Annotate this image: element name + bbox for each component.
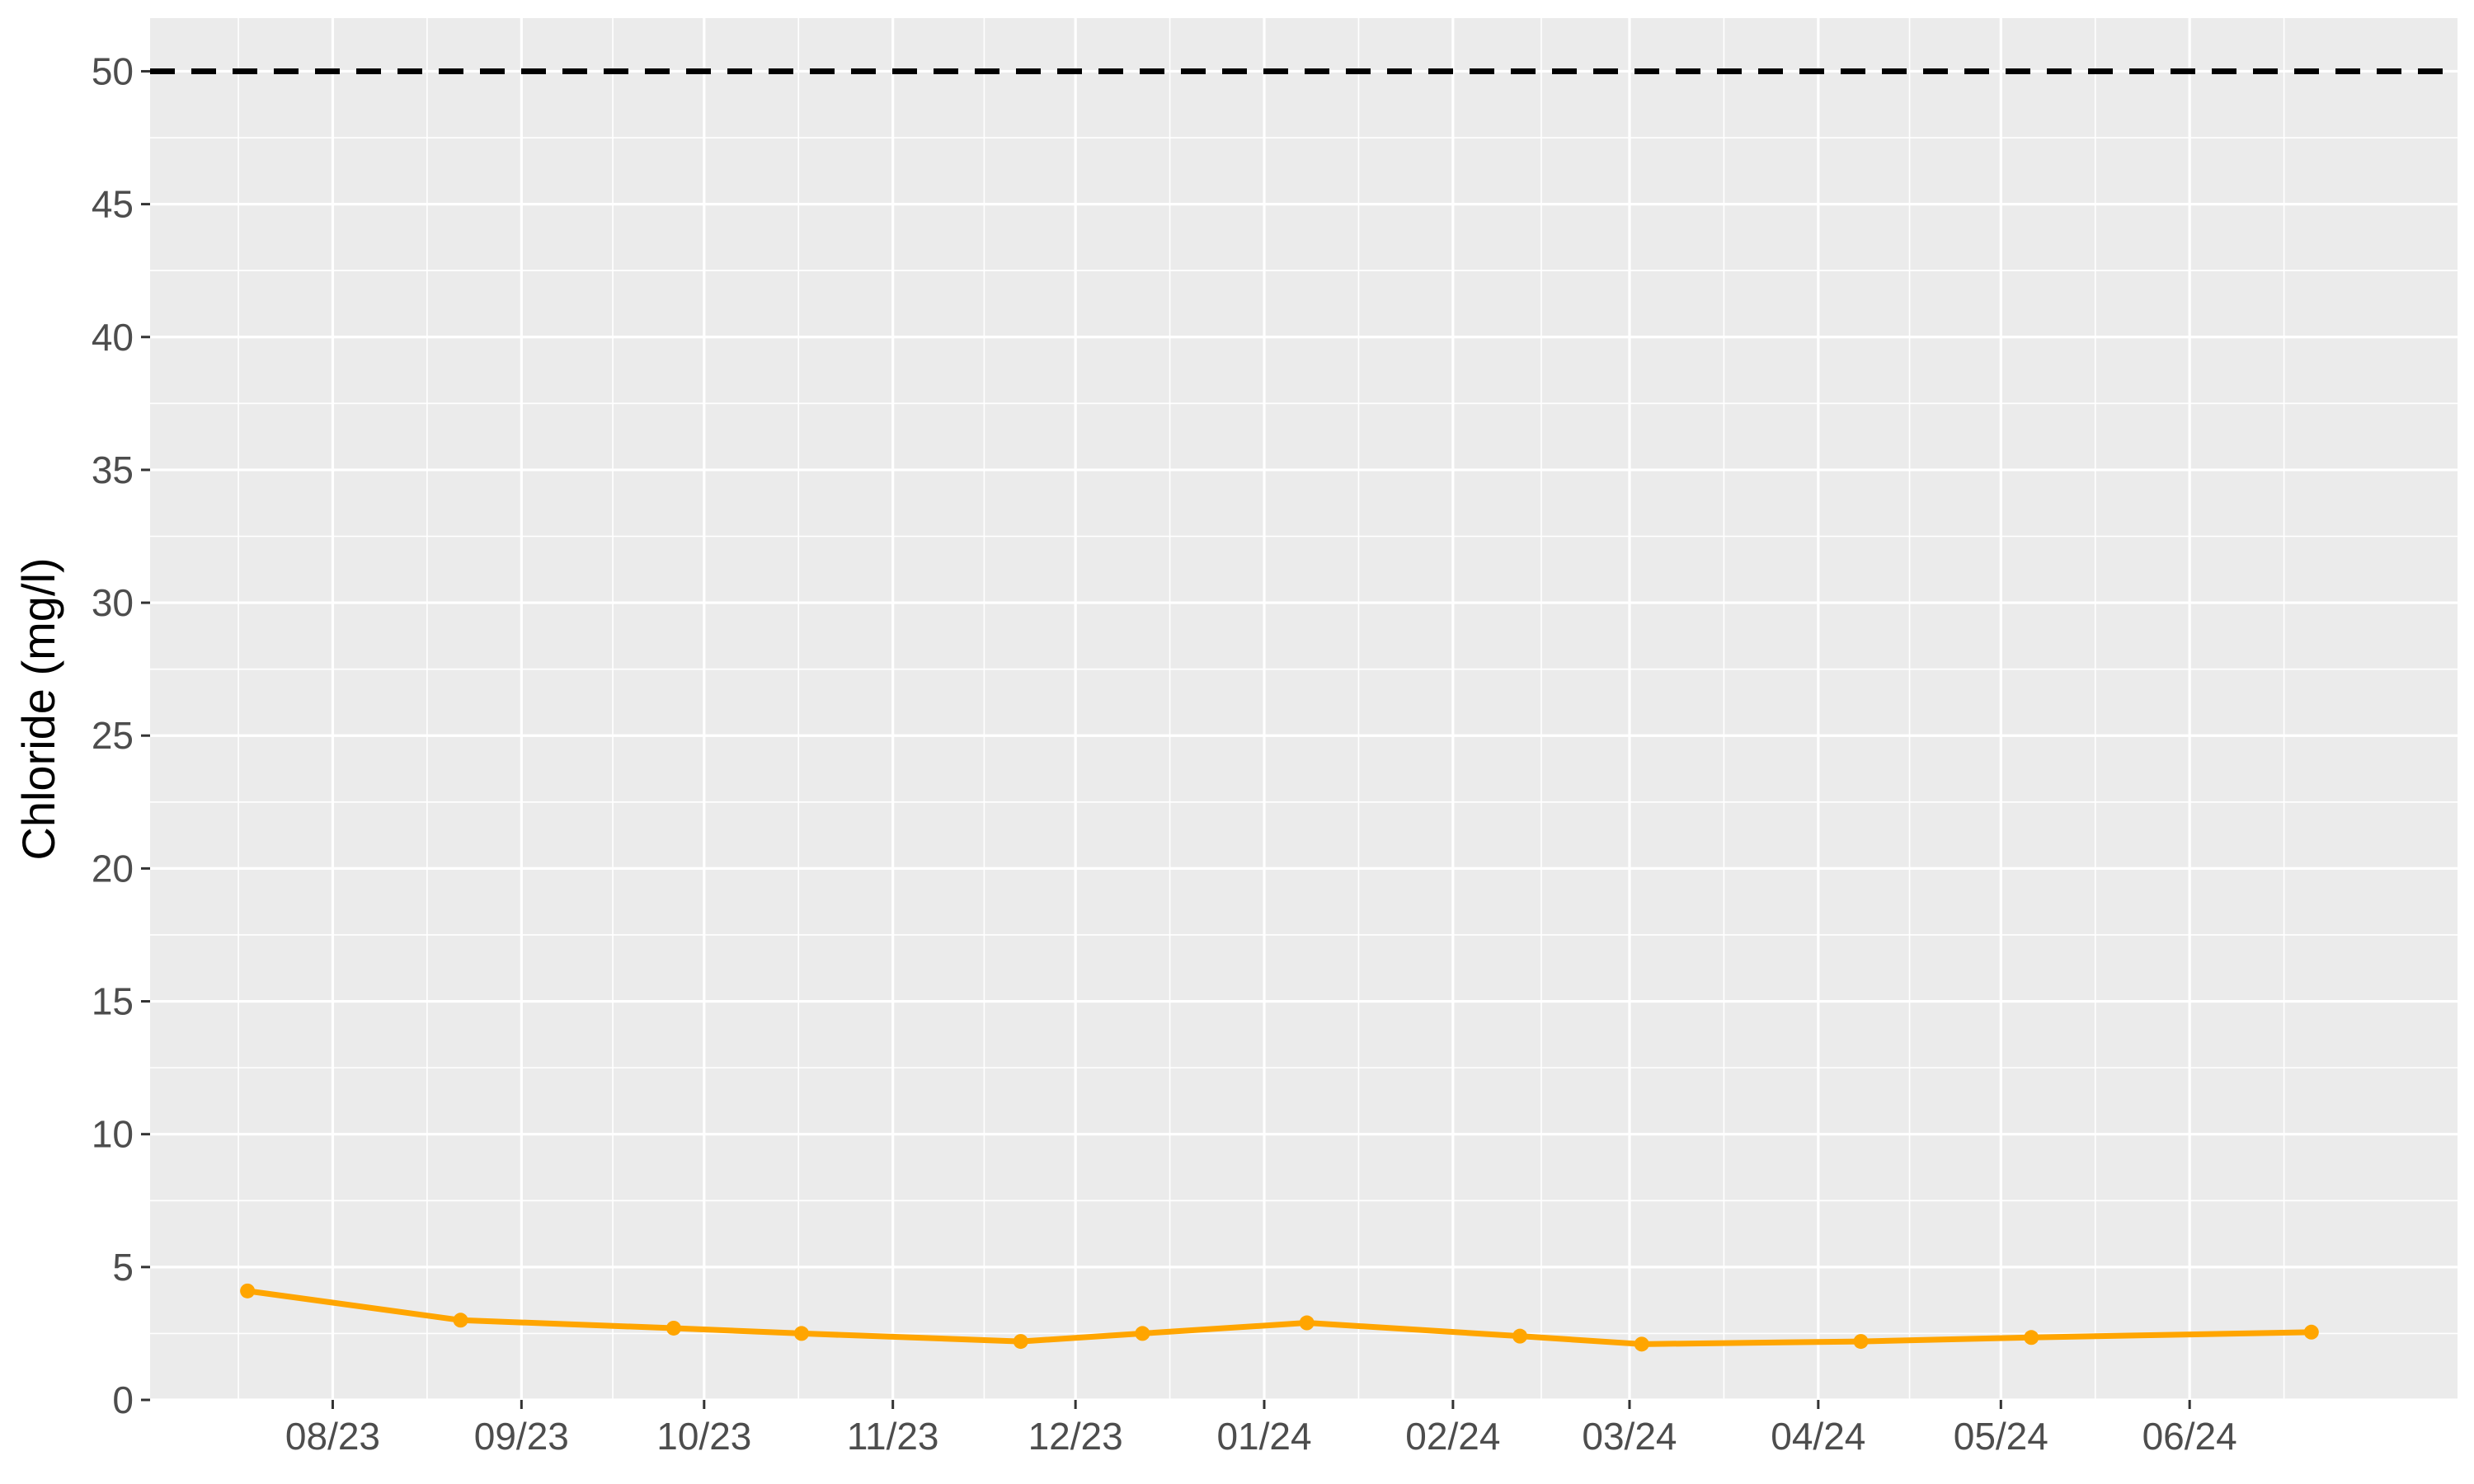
x-tick-label: 02/24 (1405, 1415, 1500, 1458)
y-tick-label: 40 (92, 316, 134, 359)
x-tick-label: 10/23 (656, 1415, 751, 1458)
x-tick-label: 08/23 (285, 1415, 380, 1458)
y-tick-label: 5 (112, 1246, 134, 1289)
y-tick-label: 50 (92, 49, 134, 92)
series-group (240, 1283, 2319, 1352)
data-point (453, 1313, 468, 1328)
y-tick-label: 25 (92, 714, 134, 757)
y-tick-label: 0 (112, 1378, 134, 1421)
series-line (244, 1288, 2315, 1347)
y-tick-label: 30 (92, 581, 134, 624)
y-tick-label: 15 (92, 980, 134, 1023)
x-tick-label: 09/23 (474, 1415, 569, 1458)
data-point (1013, 1334, 1028, 1350)
y-axis-title: Chloride (mg/l) (12, 557, 64, 860)
data-point (2303, 1324, 2319, 1340)
data-point (666, 1320, 681, 1336)
x-tick-label: 11/23 (847, 1415, 939, 1458)
data-point (1299, 1315, 1315, 1331)
data-point (2024, 1330, 2039, 1345)
data-point (1634, 1336, 1649, 1352)
data-point (793, 1326, 809, 1341)
x-tick-label: 03/24 (1582, 1415, 1677, 1458)
data-point (1512, 1328, 1528, 1344)
data-point (1135, 1326, 1150, 1341)
y-tick-label: 20 (92, 847, 134, 890)
x-tick-label: 05/24 (1954, 1415, 2048, 1458)
x-tick-label: 12/23 (1028, 1415, 1123, 1458)
y-tick-label: 35 (92, 448, 134, 491)
y-axis: 0 5 10 15 20 25 30 35 40 45 50 (92, 49, 150, 1421)
y-tick-label: 10 (92, 1113, 134, 1156)
x-axis: 08/23 09/23 10/23 11/23 12/23 01/24 02/24 03/24… (285, 1400, 2237, 1458)
data-point (1853, 1334, 1869, 1350)
data-point (240, 1283, 256, 1298)
x-tick-label: 04/24 (1771, 1415, 1865, 1458)
y-tick-label: 45 (92, 183, 134, 226)
x-tick-label: 06/24 (2142, 1415, 2237, 1458)
gridlines (150, 18, 2458, 1402)
x-tick-label: 01/24 (1216, 1415, 1311, 1458)
plot-panel (150, 18, 2458, 1400)
